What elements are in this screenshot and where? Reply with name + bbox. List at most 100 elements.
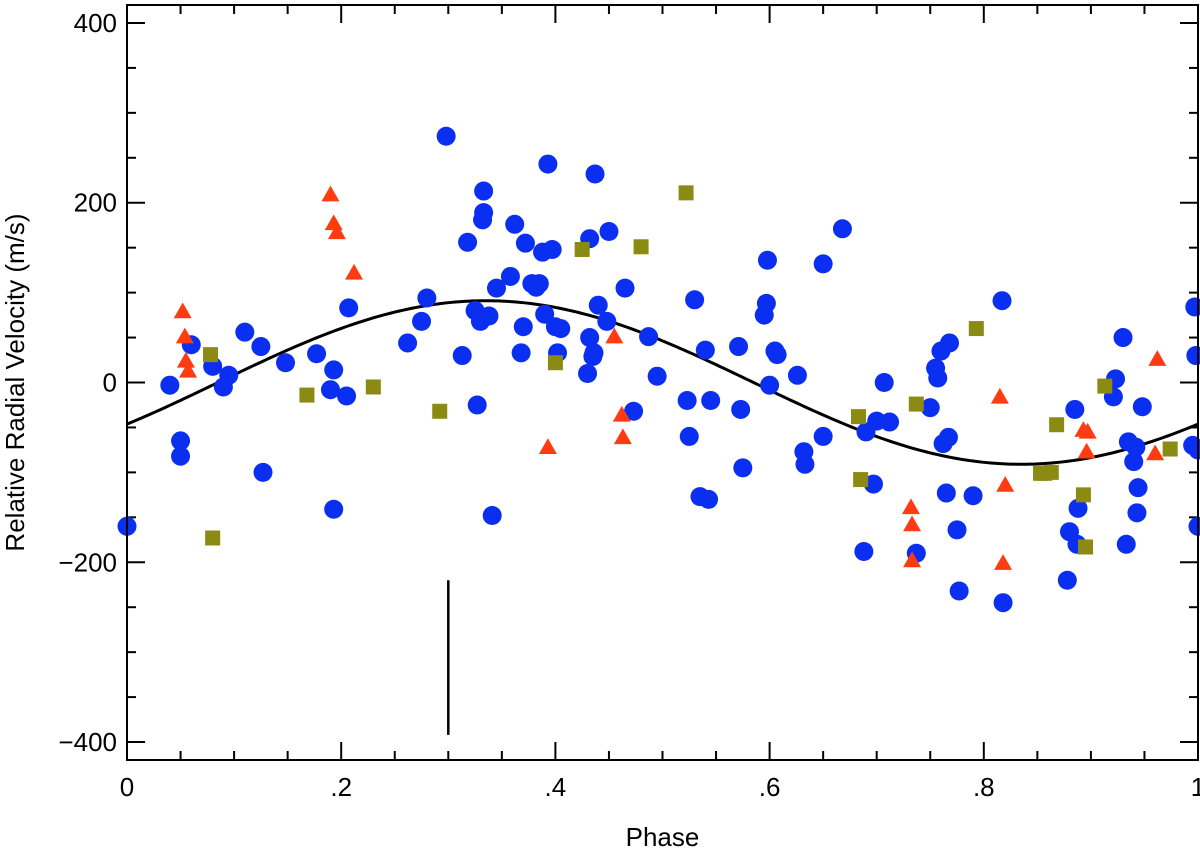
data-point-circle <box>436 126 456 146</box>
data-point-circle <box>474 181 494 201</box>
data-point-circle <box>729 337 749 357</box>
data-point-square <box>1049 417 1065 433</box>
data-point-circle <box>760 375 780 395</box>
data-point-triangle <box>903 515 922 532</box>
data-point-circle <box>936 483 956 503</box>
data-point-circle <box>1132 397 1152 417</box>
data-point-circle <box>920 398 940 418</box>
data-point-circle <box>695 340 715 360</box>
data-point-circle <box>854 541 874 561</box>
data-point-circle <box>1116 534 1136 554</box>
data-point-circle <box>832 219 852 239</box>
data-point-circle <box>639 327 659 347</box>
data-point-triangle <box>903 551 922 568</box>
data-point-circle <box>624 401 644 421</box>
data-point-circle <box>685 290 705 310</box>
data-point-circle <box>253 462 273 482</box>
data-point-circle <box>1068 498 1088 518</box>
y-tick-label: −400 <box>58 727 117 757</box>
data-point-triangle <box>327 223 346 240</box>
data-point-circle <box>874 373 894 392</box>
data-point-triangle <box>175 327 194 344</box>
data-point-circle <box>307 344 327 364</box>
data-point-circle <box>535 304 555 324</box>
data-point-triangle <box>345 263 364 280</box>
data-point-circle <box>578 364 598 384</box>
data-point-circle <box>479 306 499 326</box>
data-point-circle <box>947 520 967 540</box>
data-point-circle <box>1128 478 1148 498</box>
data-point-circle <box>679 426 699 446</box>
data-point-square <box>547 355 563 371</box>
data-point-circle <box>677 390 697 410</box>
x-tick-label: 1 <box>1191 772 1200 802</box>
data-point-circle <box>542 239 562 259</box>
data-point-circle <box>171 446 191 466</box>
y-tick-label: 400 <box>74 8 117 38</box>
data-point-circle <box>588 295 608 315</box>
data-point-circle <box>599 222 619 241</box>
data-point-circle <box>940 333 960 353</box>
data-point-circle <box>1127 503 1147 523</box>
data-point-triangle <box>179 361 198 378</box>
data-point-circle <box>584 343 604 363</box>
data-point-circle <box>160 375 180 395</box>
data-point-circle <box>452 346 472 366</box>
x-tick-label: .6 <box>759 772 781 802</box>
data-point-triangle <box>1148 350 1167 366</box>
data-point-circle <box>171 431 191 451</box>
data-point-triangle <box>994 554 1013 570</box>
data-point-square <box>205 530 221 546</box>
data-point-circle <box>1065 399 1085 419</box>
x-axis-label: Phase <box>626 822 700 851</box>
data-point-circle <box>757 250 777 270</box>
data-point-circle <box>551 319 571 339</box>
data-point-circle <box>235 322 255 342</box>
data-point-circle <box>928 368 948 388</box>
axis-ticks <box>126 5 1199 760</box>
data-point-circle <box>515 233 535 253</box>
data-point-square <box>365 379 381 395</box>
data-point-circle <box>949 581 969 601</box>
data-point-circle <box>1126 437 1146 457</box>
data-point-circle <box>474 203 494 223</box>
data-point-circle <box>276 353 296 373</box>
data-point-triangle <box>1146 444 1165 461</box>
data-point-circle <box>417 288 437 308</box>
data-point-circle <box>580 328 600 348</box>
data-point-triangle <box>324 214 343 231</box>
tick-labels: 0 .2 .4 .6 .8 1 400 200 0 −200 −400 <box>58 8 1200 802</box>
data-point-circle <box>993 593 1013 613</box>
data-point-triangle <box>173 302 192 319</box>
data-point-circle <box>701 390 721 410</box>
data-point-circle <box>963 486 983 506</box>
data-point-triangle <box>538 438 557 454</box>
data-point-square <box>1097 378 1113 394</box>
data-point-circle <box>482 506 502 526</box>
data-point-circle <box>767 345 787 365</box>
data-point-square <box>1162 441 1178 457</box>
data-point-circle <box>412 311 432 331</box>
data-point-circle <box>219 365 239 385</box>
data-point-square <box>432 403 448 419</box>
data-points <box>117 126 1200 613</box>
plot-frame <box>126 4 1199 761</box>
data-point-triangle <box>176 351 195 368</box>
data-point-circle <box>324 360 344 380</box>
data-point-circle <box>731 399 751 419</box>
data-point-circle <box>1113 328 1133 348</box>
y-tick-label: −200 <box>58 547 117 577</box>
model-curve <box>126 299 1199 466</box>
data-point-triangle <box>1078 422 1097 439</box>
data-point-square <box>1075 487 1091 503</box>
y-axis-label: Relative Radial Velocity (m/s) <box>0 213 30 551</box>
data-point-circle <box>756 293 776 313</box>
data-point-circle <box>1186 346 1200 366</box>
x-tick-label: .4 <box>545 772 567 802</box>
data-point-circle <box>398 333 418 353</box>
data-point-circle <box>1185 297 1200 317</box>
data-point-square <box>968 321 984 337</box>
data-point-circle <box>513 317 533 337</box>
data-point-circle <box>458 232 478 252</box>
data-point-triangle <box>990 387 1009 404</box>
